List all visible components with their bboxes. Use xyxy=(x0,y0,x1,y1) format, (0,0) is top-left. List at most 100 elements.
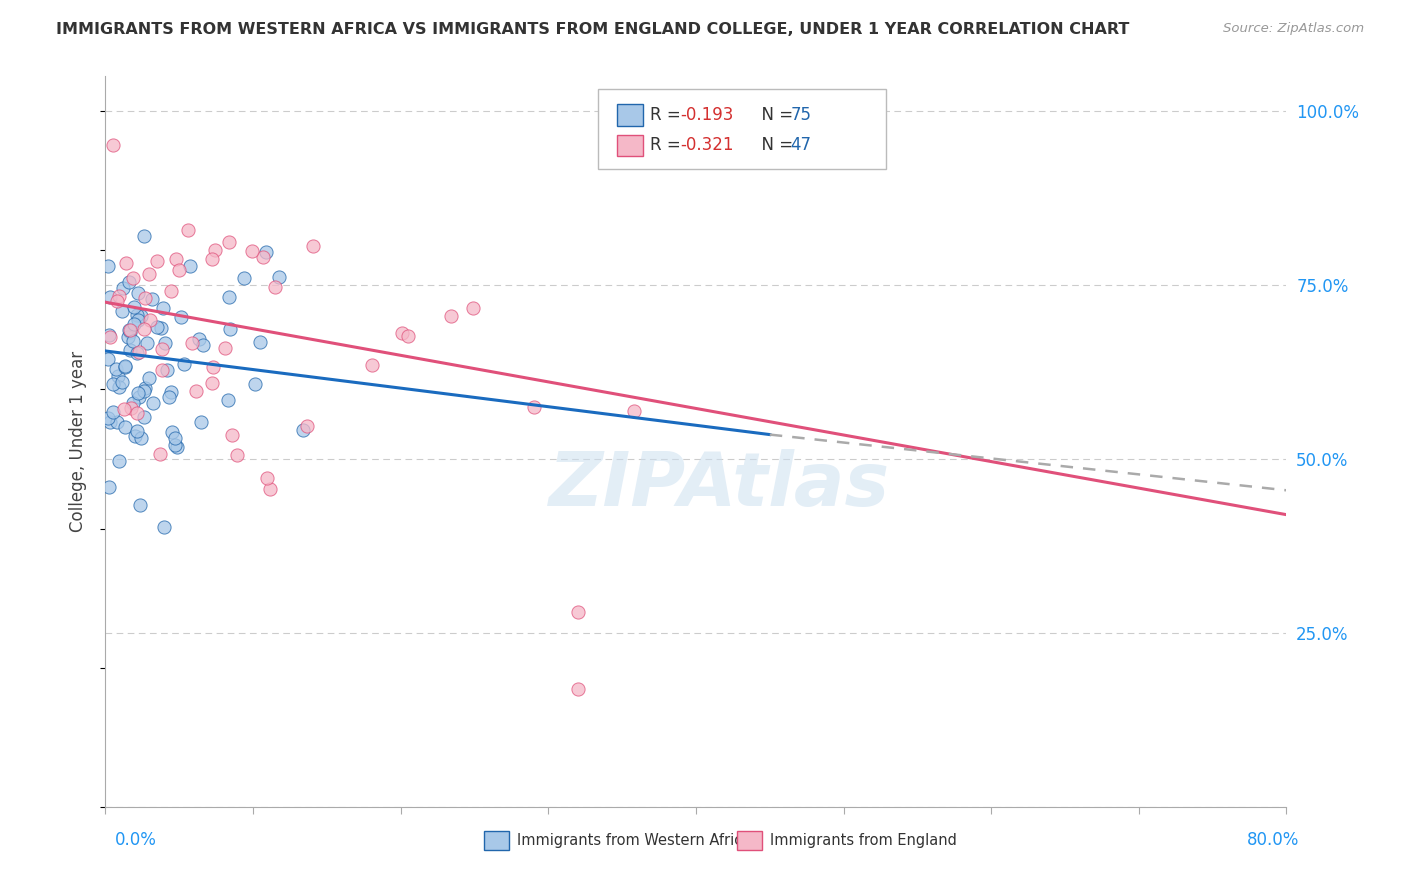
Point xyxy=(149,320,172,334)
Point xyxy=(218,235,240,249)
Point xyxy=(128,390,150,404)
Point xyxy=(114,420,136,434)
Point xyxy=(179,259,201,273)
Point xyxy=(190,415,212,429)
Point xyxy=(120,325,142,339)
Point xyxy=(122,300,145,314)
Point xyxy=(114,359,136,373)
Point xyxy=(214,341,236,355)
Point xyxy=(134,381,156,395)
Point xyxy=(131,431,153,445)
Point xyxy=(249,334,271,349)
Point xyxy=(166,440,188,454)
Text: IMMIGRANTS FROM WESTERN AFRICA VS IMMIGRANTS FROM ENGLAND COLLEGE, UNDER 1 YEAR : IMMIGRANTS FROM WESTERN AFRICA VS IMMIGR… xyxy=(56,22,1129,37)
Point xyxy=(157,391,180,405)
Point xyxy=(118,323,141,337)
Point xyxy=(97,351,120,366)
Text: Source: ZipAtlas.com: Source: ZipAtlas.com xyxy=(1223,22,1364,36)
Point xyxy=(184,384,207,398)
Point xyxy=(146,320,169,334)
Point xyxy=(165,431,187,445)
Point xyxy=(256,470,278,484)
Text: 80.0%: 80.0% xyxy=(1247,831,1299,849)
Point xyxy=(108,454,131,468)
Point xyxy=(118,323,141,337)
Point xyxy=(120,401,142,416)
Point xyxy=(110,303,132,318)
Point xyxy=(188,332,211,346)
Point xyxy=(567,605,589,619)
Point xyxy=(98,330,121,344)
Point xyxy=(121,270,143,285)
Text: Immigrants from England: Immigrants from England xyxy=(770,833,957,847)
Point xyxy=(132,322,155,336)
Point xyxy=(245,377,267,392)
Point xyxy=(101,138,124,153)
Point xyxy=(132,228,155,243)
Point xyxy=(361,358,384,372)
Point xyxy=(105,415,128,429)
Point xyxy=(125,406,148,420)
Point xyxy=(129,499,152,513)
Point xyxy=(221,428,243,442)
Text: 0.0%: 0.0% xyxy=(115,831,157,849)
Point xyxy=(461,301,484,315)
Point xyxy=(101,376,124,391)
Point xyxy=(115,256,138,270)
Point xyxy=(112,401,135,416)
Point xyxy=(104,361,127,376)
Point xyxy=(122,318,145,332)
Point xyxy=(118,343,141,357)
Point xyxy=(138,371,160,385)
Point xyxy=(100,290,122,304)
Text: N =: N = xyxy=(751,106,799,124)
Point xyxy=(132,410,155,425)
Point xyxy=(127,312,149,326)
Point xyxy=(118,275,141,289)
Point xyxy=(153,520,176,534)
Point xyxy=(396,328,419,343)
Point xyxy=(134,291,156,305)
Point xyxy=(111,375,134,389)
Point xyxy=(152,301,174,316)
Point xyxy=(98,415,121,429)
Point xyxy=(263,280,285,294)
Point xyxy=(111,281,134,295)
Point xyxy=(141,292,163,306)
Point xyxy=(623,403,645,417)
Point xyxy=(127,285,149,300)
Point xyxy=(149,447,172,461)
Point xyxy=(567,681,589,696)
Point xyxy=(142,396,165,410)
Point xyxy=(302,239,325,253)
Point xyxy=(127,345,149,359)
Point xyxy=(135,336,157,351)
Point xyxy=(105,294,128,309)
Text: N =: N = xyxy=(751,136,799,154)
Point xyxy=(129,309,152,323)
Text: -0.193: -0.193 xyxy=(681,106,734,124)
Point xyxy=(201,252,224,267)
Point xyxy=(122,334,145,348)
Point xyxy=(173,357,195,371)
Point xyxy=(153,336,176,351)
Text: Immigrants from Western Africa: Immigrants from Western Africa xyxy=(517,833,752,847)
Point xyxy=(391,326,413,340)
Point xyxy=(226,448,249,462)
Point xyxy=(124,429,146,443)
Point xyxy=(150,363,173,377)
Point xyxy=(108,380,131,394)
Point xyxy=(139,313,162,327)
Point xyxy=(267,269,290,284)
Point xyxy=(101,405,124,419)
Point xyxy=(242,244,264,258)
Point xyxy=(160,384,183,399)
Text: -0.321: -0.321 xyxy=(681,136,734,154)
Point xyxy=(114,359,136,374)
Point xyxy=(254,244,277,259)
Point xyxy=(138,267,160,281)
Point xyxy=(191,337,214,351)
Text: 75: 75 xyxy=(790,106,811,124)
Point xyxy=(201,376,224,391)
Point xyxy=(125,424,148,438)
